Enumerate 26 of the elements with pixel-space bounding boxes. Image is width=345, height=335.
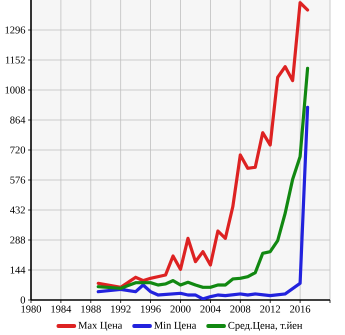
y-tick-label: 720 bbox=[10, 146, 26, 154]
y-tick-label: 1008 bbox=[5, 86, 26, 94]
y-tick-label: 576 bbox=[10, 176, 26, 184]
y-tick-label: 864 bbox=[10, 116, 26, 124]
x-tick-label: 2004 bbox=[200, 306, 221, 313]
line-series bbox=[96, 66, 310, 290]
legend-label: Min Цена bbox=[154, 322, 196, 331]
y-tick-label: 432 bbox=[10, 206, 25, 214]
x-tick-label: 2000 bbox=[170, 306, 191, 313]
x-tick-label: 2016 bbox=[290, 306, 310, 313]
x-tick-label: 1992 bbox=[111, 306, 131, 313]
x-tick-label: 1980 bbox=[21, 306, 42, 313]
line-series bbox=[96, 1, 310, 289]
y-tick-label: 1296 bbox=[5, 26, 26, 34]
y-tick-label: 144 bbox=[10, 266, 26, 274]
y-tick-label: 1152 bbox=[6, 56, 25, 64]
line-series bbox=[96, 106, 310, 300]
x-tick-label: 1988 bbox=[81, 306, 101, 313]
x-tick-label: 1996 bbox=[141, 306, 161, 313]
x-tick-label: 2008 bbox=[230, 306, 250, 313]
y-tick-label: 0 bbox=[20, 296, 26, 304]
legend-label: Max Цена bbox=[78, 322, 122, 331]
legend-label: Сред.Цена, т.йен bbox=[228, 322, 302, 332]
y-tick-label: 288 bbox=[10, 236, 26, 244]
x-tick-label: 1984 bbox=[51, 306, 72, 313]
x-tick-label: 2012 bbox=[260, 306, 280, 313]
